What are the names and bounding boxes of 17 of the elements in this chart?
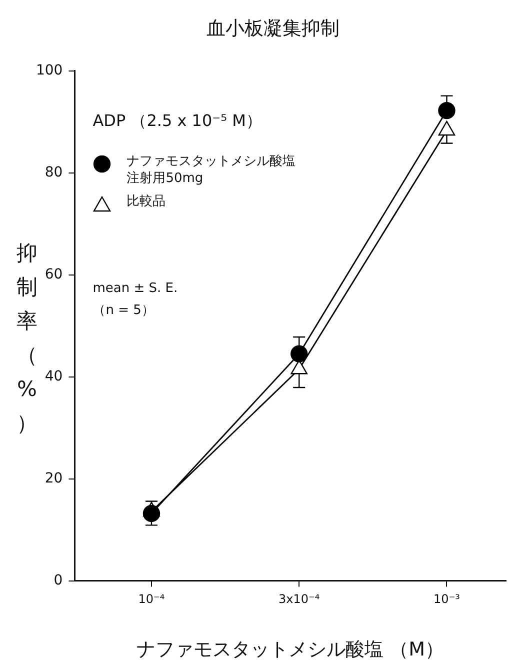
- y-tick-label: 20: [44, 470, 63, 486]
- x-axis-title: ナファモスタットメシル酸塩 （M）: [136, 638, 444, 661]
- x-tick-label: 10⁻³: [434, 592, 460, 606]
- x-tick-label: 3x10⁻⁴: [278, 592, 320, 606]
- y-tick-label: 80: [44, 164, 63, 180]
- annotation: ADP （2.5 x 10⁻⁵ M）: [92, 110, 262, 132]
- y-axis-title: 抑制率（%）: [16, 240, 38, 437]
- legend-label: 比較品: [126, 192, 167, 210]
- y-tick-label: 100: [36, 62, 63, 78]
- y-tick-label: 0: [54, 572, 63, 588]
- annotation: （n = 5）: [92, 302, 154, 319]
- y-tick-label: 60: [44, 266, 63, 282]
- x-tick-label: 10⁻⁴: [138, 592, 165, 606]
- legend-label: ナファモスタットメシル酸塩注射用50mg: [126, 152, 297, 187]
- y-tick-label: 40: [44, 368, 63, 384]
- chart-title: 血小板凝集抑制: [206, 17, 340, 40]
- annotation: mean ± S. E.: [92, 280, 178, 296]
